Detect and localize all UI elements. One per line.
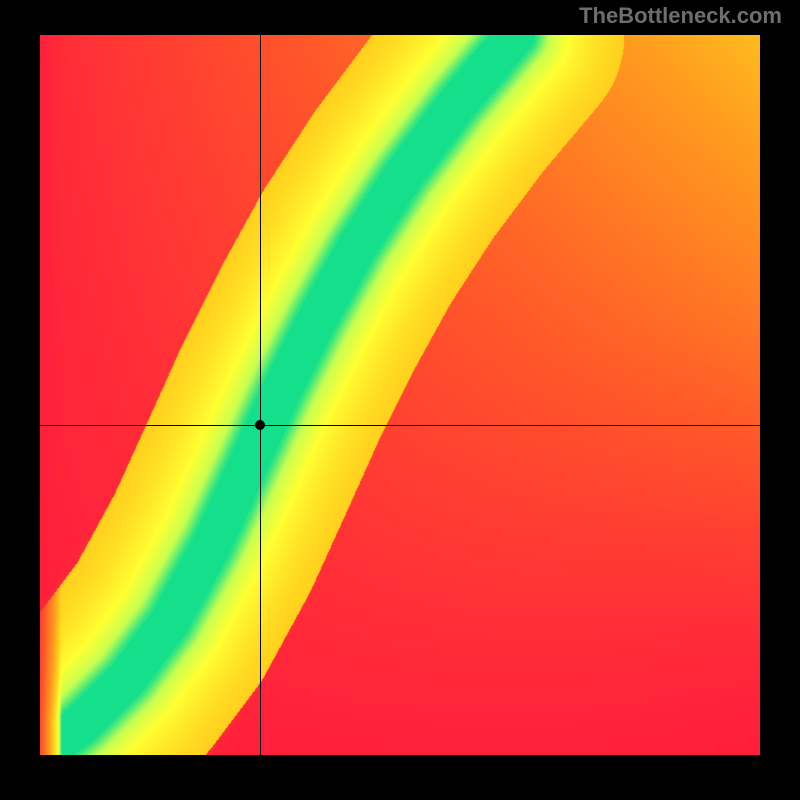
- crosshair-horizontal: [40, 425, 760, 426]
- heatmap-plot: [40, 35, 760, 755]
- heatmap-canvas: [40, 35, 760, 755]
- watermark-text: TheBottleneck.com: [579, 3, 782, 29]
- crosshair-vertical: [260, 35, 261, 755]
- crosshair-marker: [255, 420, 265, 430]
